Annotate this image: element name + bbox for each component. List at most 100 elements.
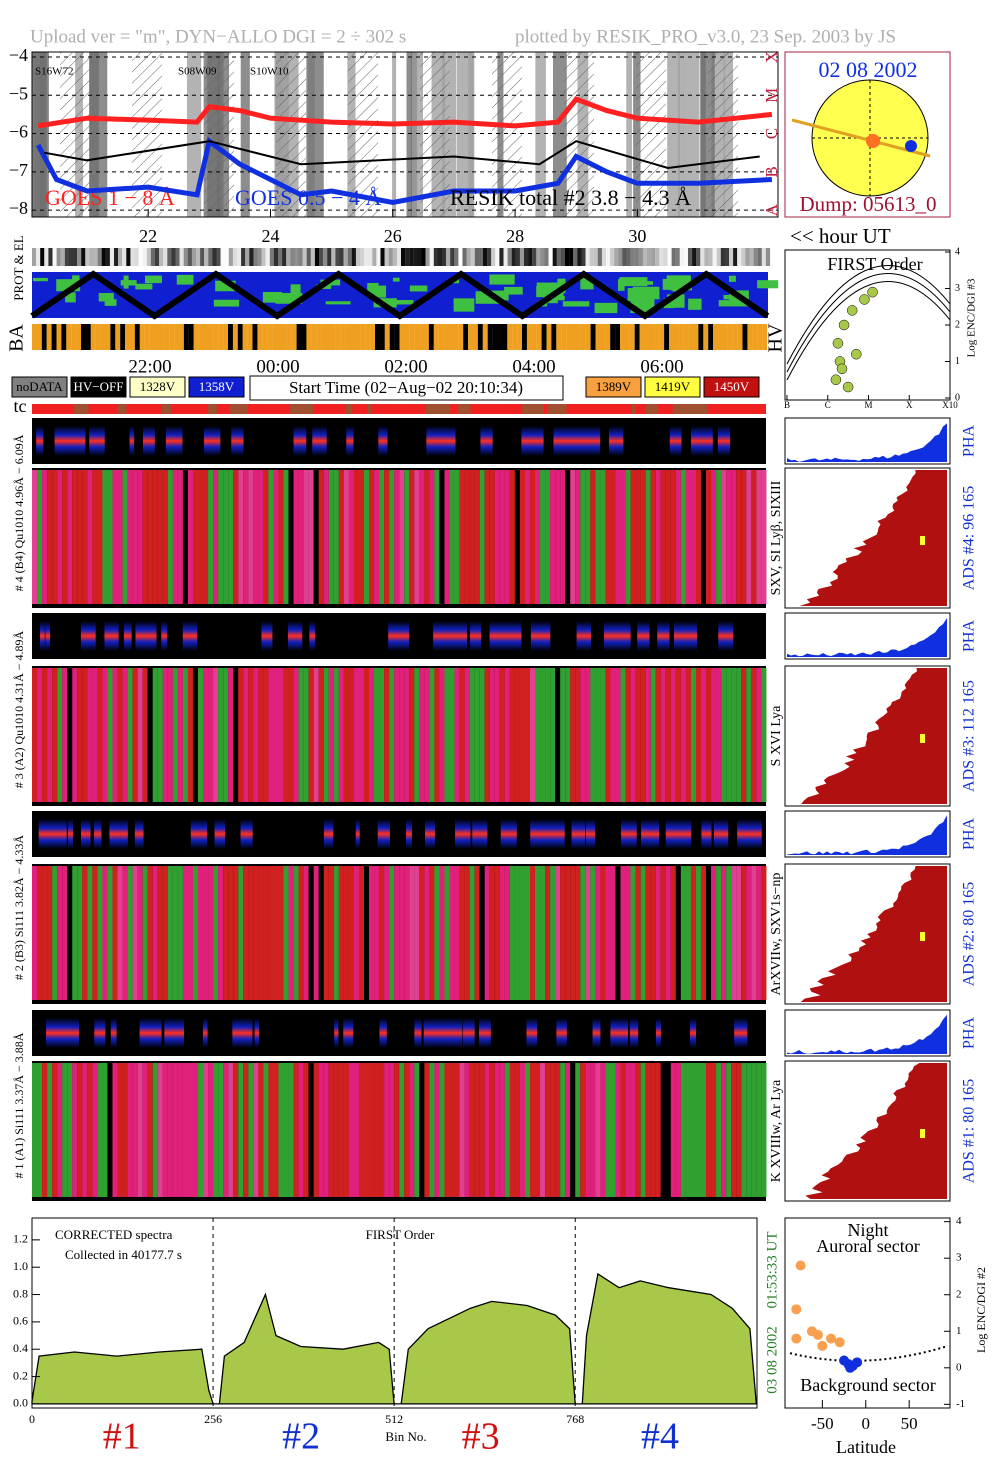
- el-strip-cell: [298, 248, 303, 266]
- saa-band: [204, 52, 234, 217]
- pha-strip-band: [472, 819, 488, 849]
- pha-strip-band: [402, 621, 410, 651]
- spectrogram-column: [273, 866, 279, 1000]
- night-band: [33, 52, 46, 217]
- el-strip-cell: [392, 248, 397, 266]
- ba-strip-cell: [394, 324, 400, 350]
- spectrogram-column: [218, 1063, 224, 1197]
- spectrogram-column: [535, 866, 541, 1000]
- spectrogram-column: [605, 1063, 611, 1197]
- pha-strip-band: [164, 1018, 176, 1048]
- spectrogram-column: [610, 470, 616, 604]
- y-axis-label: Log ENC/DGI #3: [966, 278, 978, 357]
- spectrogram-column: [197, 866, 204, 1000]
- el-strip-cell: [556, 248, 561, 266]
- el-strip-cell: [306, 248, 311, 266]
- spectrogram-column: [293, 470, 299, 604]
- el-strip-cell: [196, 248, 201, 266]
- spectrogram-column: [132, 1063, 138, 1197]
- spectrogram-column: [600, 1063, 606, 1197]
- el-strip-cell: [696, 248, 701, 266]
- pha-strip-band: [309, 621, 316, 651]
- el-strip-cell: [729, 248, 734, 266]
- spectrogram-column: [469, 866, 475, 1000]
- ads-marker: [920, 1129, 925, 1138]
- spectrogram-column: [77, 866, 83, 1000]
- el-strip-cell: [450, 248, 455, 266]
- el-strip-cell: [167, 248, 172, 266]
- el-strip-cell: [187, 248, 192, 266]
- date-text: 02 08 2002: [819, 57, 918, 82]
- spectrogram-column: [731, 1063, 737, 1197]
- spectrogram-column: [248, 866, 254, 1000]
- spectrogram-column: [203, 668, 209, 802]
- ba-strip-cell: [659, 324, 665, 350]
- spectrogram-column: [147, 866, 153, 1000]
- x-tick-label: X: [906, 400, 913, 410]
- spectrogram-column: [726, 470, 732, 604]
- pha-label: PHA: [961, 818, 978, 850]
- spectrogram-column: [555, 470, 561, 604]
- ads-profile: [800, 866, 947, 1002]
- spectrogram-column: [248, 668, 254, 802]
- spectrogram-column: [97, 866, 103, 1000]
- spectrogram-column: [177, 668, 183, 802]
- ba-strip-cell: [512, 324, 518, 350]
- spectrogram-column: [731, 668, 737, 802]
- ads-profile: [805, 1063, 947, 1199]
- el-strip-cell: [171, 248, 176, 266]
- spectrogram-column: [343, 668, 349, 802]
- spectrogram-column: [459, 470, 465, 604]
- prot-strip-green: [536, 282, 560, 290]
- spectrogram-column: [313, 470, 319, 604]
- el-strip-cell: [610, 248, 615, 266]
- spectrogram-column: [489, 470, 495, 604]
- ba-strip-cell: [419, 324, 425, 350]
- spectrogram-column: [127, 470, 133, 604]
- spectrogram-column: [147, 1063, 153, 1197]
- el-strip-cell: [626, 248, 631, 266]
- spectrogram-column: [756, 668, 762, 802]
- pha-strip-band: [560, 1018, 567, 1048]
- spectrogram-column: [283, 668, 289, 802]
- spectrogram-column: [716, 1063, 722, 1197]
- spectrogram-column: [348, 668, 354, 802]
- scatter-point: [817, 1340, 828, 1351]
- el-strip-cell: [237, 248, 242, 266]
- ba-strip-cell: [566, 324, 572, 350]
- pha-strip-band: [734, 1018, 743, 1048]
- spectrogram-column: [67, 866, 73, 1000]
- spectrogram-column: [399, 668, 405, 802]
- ba-strip-cell: [375, 324, 380, 350]
- spectrogram-column: [741, 470, 747, 604]
- spectrogram-column: [424, 1063, 430, 1197]
- spectrogram-column: [550, 1063, 556, 1197]
- ba-strip-cell: [732, 324, 738, 350]
- spectrogram-column: [77, 470, 83, 604]
- spectrogram-column: [172, 866, 178, 1000]
- spectrogram-column: [389, 866, 395, 1000]
- spectrogram-column: [122, 668, 128, 802]
- el-strip-cell: [138, 248, 143, 266]
- spectrogram-column: [132, 470, 138, 604]
- spectrogram-column: [218, 470, 224, 604]
- spectrogram-column: [379, 668, 385, 802]
- pha-strip-band: [146, 1018, 162, 1048]
- scatter-point: [859, 294, 870, 305]
- night-band: [677, 52, 684, 217]
- spectrogram-column: [42, 668, 48, 802]
- spectrogram-column: [253, 668, 259, 802]
- el-strip-cell: [458, 248, 463, 266]
- flare-class-label: A: [762, 203, 781, 216]
- pha-profile: [787, 815, 947, 855]
- spectrogram-column: [444, 668, 450, 802]
- ba-strip-cell: [379, 324, 385, 350]
- spectrogram-column: [479, 866, 485, 1000]
- background-trend: [789, 1344, 949, 1362]
- pha-strip-band: [414, 1018, 422, 1048]
- spectrogram-column: [610, 1063, 616, 1197]
- ba-strip-cell: [120, 324, 126, 350]
- scatter-point: [851, 348, 862, 360]
- spectrogram-column: [328, 470, 334, 604]
